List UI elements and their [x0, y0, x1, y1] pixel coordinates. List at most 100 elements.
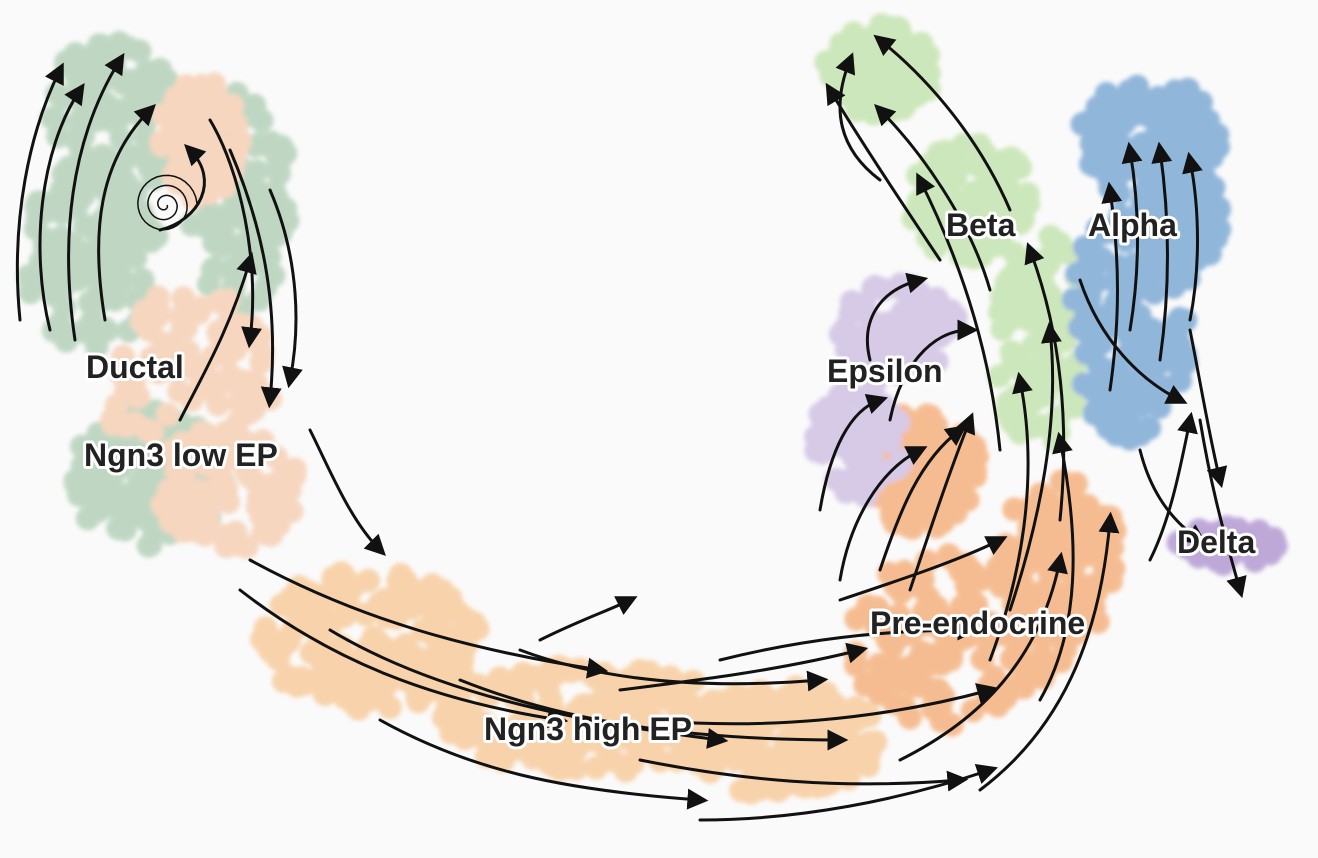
cell-point — [584, 755, 609, 780]
velocity-streamline — [328, 628, 729, 749]
cell-point — [1120, 320, 1144, 345]
velocity-streamline — [1008, 321, 1062, 612]
cell-point — [866, 57, 891, 82]
velocity-streamline — [718, 619, 979, 662]
cell-point — [743, 697, 768, 722]
cell-point — [100, 407, 125, 432]
cell-point — [50, 200, 75, 225]
cell-point — [1186, 126, 1211, 151]
cell-point — [451, 626, 476, 651]
cell-point — [1016, 191, 1041, 216]
velocity-streamline — [15, 62, 64, 322]
cell-point — [1103, 269, 1128, 294]
velocity-streamline — [825, 82, 942, 262]
cell-point — [810, 432, 835, 457]
velocity-streamline — [988, 371, 1033, 662]
cell-point — [816, 764, 841, 789]
velocity-streamline — [1148, 411, 1198, 562]
cell-point — [853, 672, 878, 697]
cell-point — [1190, 242, 1215, 267]
cell-point — [1127, 346, 1152, 371]
cell-point — [910, 196, 935, 221]
cell-point — [1116, 384, 1141, 409]
cell-point — [126, 471, 151, 496]
velocity-streamline — [1038, 431, 1075, 702]
cell-point — [36, 232, 61, 257]
cell-point — [490, 748, 515, 773]
cell-point — [259, 523, 283, 548]
cell-point — [1057, 505, 1082, 530]
velocity-streamline — [908, 412, 976, 592]
cell-point — [54, 271, 78, 296]
cell-point — [924, 349, 949, 374]
cell-point — [126, 384, 151, 409]
velocity-streamline — [538, 596, 638, 642]
velocity-streamline — [618, 642, 869, 692]
cell-point — [1152, 334, 1177, 359]
cell-point — [1163, 112, 1188, 137]
velocity-streamline — [1198, 418, 1247, 599]
cell-point — [924, 286, 949, 311]
cell-point — [1086, 353, 1111, 378]
cell-point — [614, 753, 639, 778]
cell-point — [96, 258, 120, 283]
cell-point — [146, 347, 170, 372]
cell-point — [16, 264, 41, 289]
cell-point — [748, 679, 773, 704]
cell-point — [996, 390, 1020, 415]
cell-point — [1047, 534, 1072, 559]
velocity-streamline — [97, 104, 156, 322]
cell-point — [167, 93, 192, 118]
velocity-streamline — [818, 394, 888, 512]
cell-point — [1087, 145, 1112, 170]
cell-point — [987, 364, 1011, 389]
cell-point — [470, 725, 495, 750]
cell-point — [202, 382, 227, 407]
cell-point — [905, 649, 930, 674]
velocity-streamline — [916, 172, 1002, 452]
velocity-streamline — [308, 428, 386, 556]
cell-point — [49, 314, 74, 339]
cell-point — [861, 276, 886, 301]
cell-point — [310, 658, 335, 683]
cell-point — [1146, 90, 1171, 115]
cell-point — [87, 33, 112, 58]
velocity-streamline — [874, 104, 992, 292]
cell-point — [919, 416, 944, 441]
cell-point — [127, 39, 152, 64]
cell-point — [146, 72, 171, 97]
cluster-label-ductal: Ductal — [86, 349, 184, 385]
velocity-streamline — [898, 551, 1068, 762]
velocity-streamline — [178, 251, 257, 422]
cell-point — [167, 439, 192, 464]
cell-point — [891, 96, 916, 121]
cluster-label-alpha: Alpha — [1088, 207, 1177, 243]
cell-point — [805, 704, 830, 728]
cell-point — [155, 402, 180, 427]
velocity-streamline — [228, 148, 282, 409]
cell-point — [857, 436, 882, 461]
cell-point — [51, 86, 76, 111]
cell-point — [356, 568, 381, 593]
cell-point — [870, 674, 895, 699]
cell-point — [187, 79, 212, 103]
velocity-streamline — [378, 718, 709, 810]
cell-point — [1028, 534, 1053, 559]
cell-point — [1012, 675, 1036, 700]
cell-point — [109, 361, 133, 386]
cell-point — [269, 635, 294, 660]
cell-point — [293, 671, 318, 696]
cell-point — [361, 625, 386, 650]
cell-point — [843, 695, 868, 720]
velocity-streamline — [648, 683, 999, 726]
cell-point — [904, 573, 929, 598]
cell-point — [230, 206, 255, 231]
cell-point — [889, 668, 913, 693]
cell-point — [1113, 229, 1138, 254]
cell-point — [173, 159, 198, 184]
cell-point — [812, 406, 836, 431]
cell-point — [969, 567, 994, 592]
cell-point — [332, 604, 357, 629]
cell-point — [726, 737, 751, 762]
cell-point — [1138, 143, 1163, 167]
